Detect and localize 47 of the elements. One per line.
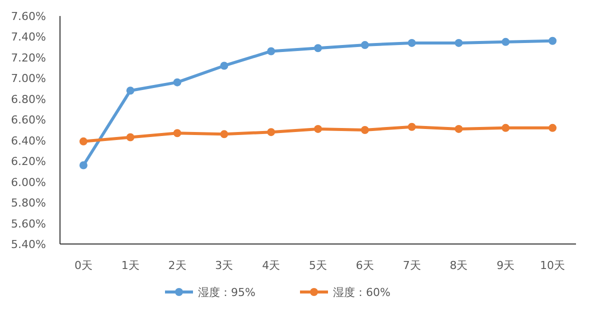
x-tick-label: 7天 xyxy=(402,259,421,272)
point xyxy=(548,36,557,45)
y-tick-label: 7.60% xyxy=(11,10,46,23)
point xyxy=(408,38,416,47)
x-tick-label: 5天 xyxy=(309,259,327,272)
x-tick-label: 8天 xyxy=(450,259,468,272)
legend-label: 湿度：95% xyxy=(198,286,256,299)
point xyxy=(220,130,228,138)
point xyxy=(267,128,276,136)
point xyxy=(314,124,322,133)
x-tick-label: 10天 xyxy=(540,259,566,272)
point xyxy=(126,133,134,142)
y-tick-label: 5.40% xyxy=(11,238,46,251)
point xyxy=(360,41,369,50)
x-tick-label: 9天 xyxy=(496,259,515,272)
point xyxy=(220,62,228,70)
x-tick-label: 6天 xyxy=(356,259,374,272)
point xyxy=(502,38,510,46)
legend-label: 湿度：60% xyxy=(333,286,390,299)
point xyxy=(173,78,182,86)
y-tick-label: 7.00% xyxy=(11,72,46,86)
point xyxy=(79,137,88,146)
y-tick-label: 5.60% xyxy=(11,217,46,230)
point xyxy=(454,38,463,47)
x-tick-label: 3天 xyxy=(215,259,234,272)
y-tick-label: 6.00% xyxy=(11,176,46,189)
y-tick-label: 6.80% xyxy=(11,92,46,106)
y-tick-label: 5.80% xyxy=(11,196,46,210)
point xyxy=(267,47,276,56)
x-tick-label: 0天 xyxy=(74,259,92,272)
y-tick-label: 6.20% xyxy=(11,155,46,168)
point xyxy=(454,124,463,133)
y-tick-label: 7.40% xyxy=(11,30,46,44)
y-tick-label: 6.60% xyxy=(11,114,46,127)
point xyxy=(548,124,557,132)
x-tick-label: 1天 xyxy=(121,259,140,272)
point xyxy=(360,126,369,134)
point xyxy=(79,161,88,170)
point xyxy=(502,124,510,132)
y-tick-label: 7.20% xyxy=(11,51,46,64)
x-tick-label: 4天 xyxy=(262,259,280,272)
x-tick-label: 2天 xyxy=(168,259,186,272)
point xyxy=(126,86,134,95)
y-tick-label: 6.40% xyxy=(11,134,46,148)
point xyxy=(314,44,322,52)
point xyxy=(408,122,416,131)
point xyxy=(173,129,182,138)
